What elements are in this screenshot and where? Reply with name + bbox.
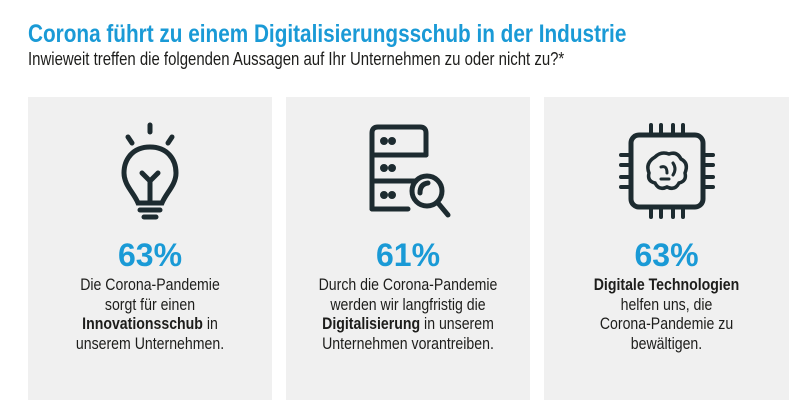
server-search-icon (369, 124, 451, 218)
stat-description: Durch die Corona-Pandemie werden wir lan… (318, 275, 498, 354)
page-subtitle: Inwieweit treffen die folgenden Aussagen… (28, 49, 565, 69)
stat-value: 63% (117, 237, 183, 273)
stat-value: 63% (634, 237, 699, 273)
page-title: Corona führt zu einem Digitalisierungssc… (28, 20, 627, 48)
stat-description: Die Corona-Pandemie sorgt für einen Inno… (75, 275, 225, 354)
lightbulb-icon (121, 122, 179, 220)
ai-chip-brain-icon (618, 123, 715, 219)
stat-description: Digitale Technologien helfen uns, die Co… (593, 275, 740, 354)
stat-panel-digitalization: 61% Durch die Corona-Pandemie werden wir… (286, 97, 530, 400)
stat-panel-innovation: 63% Die Corona-Pandemie sorgt für einen … (28, 97, 272, 400)
stat-panel-technologies: 63% Digitale Technologien helfen uns, di… (544, 97, 789, 400)
stat-value: 61% (375, 237, 441, 273)
